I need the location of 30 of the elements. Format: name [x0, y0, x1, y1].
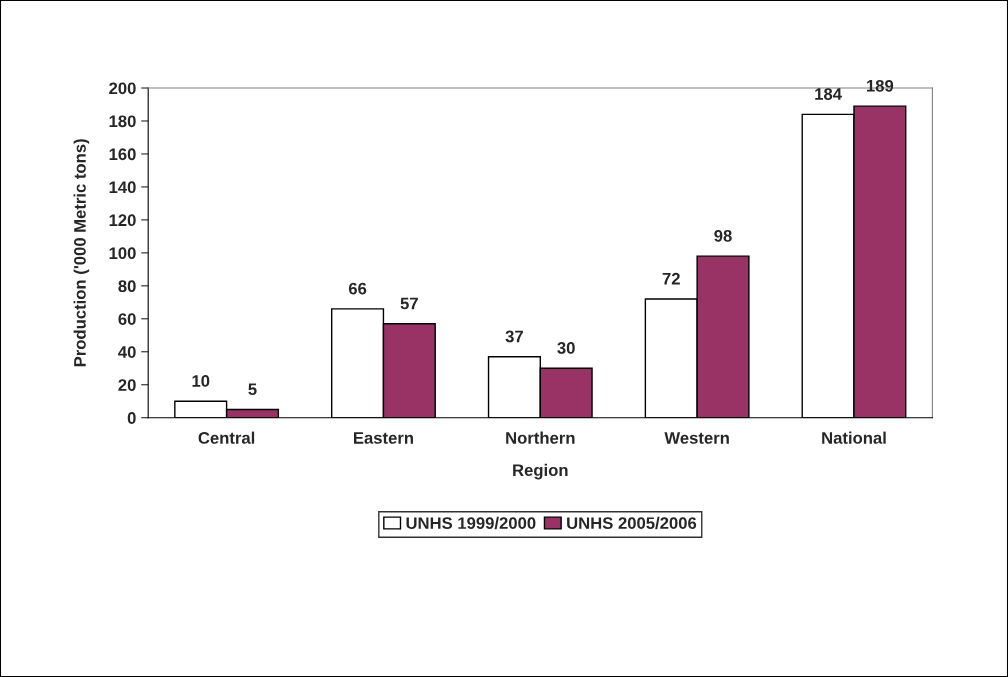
y-tick-label: 0 — [127, 412, 136, 424]
legend-label: UNHS 2005/2006 — [567, 516, 697, 530]
data-label: 184 — [815, 88, 842, 100]
y-tick-label: 160 — [109, 148, 136, 161]
data-label: 72 — [662, 272, 680, 285]
y-tick-label: 60 — [118, 313, 136, 325]
legend-label: UNHS 1999/2000 — [406, 516, 536, 530]
data-label: 30 — [557, 342, 575, 354]
data-label: 5 — [248, 383, 257, 396]
y-tick-label: 180 — [109, 115, 136, 128]
x-tick-label: Eastern — [353, 432, 413, 444]
data-label: 66 — [348, 282, 367, 295]
data-label: 57 — [400, 297, 418, 310]
x-axis-title: Region — [513, 463, 568, 480]
y-tick-label: 20 — [118, 379, 136, 391]
x-tick-label: National — [822, 431, 886, 444]
data-label: 189 — [867, 79, 894, 92]
y-tick-label: 140 — [109, 181, 136, 194]
x-tick-label: Central — [198, 431, 255, 444]
y-tick-label: 40 — [118, 346, 136, 358]
y-tick-label: 100 — [109, 247, 136, 260]
data-label: 98 — [714, 229, 732, 242]
x-tick-label: Northern — [506, 431, 575, 444]
data-label: 10 — [192, 375, 210, 387]
x-tick-label: Western — [664, 432, 729, 444]
y-axis-title: Production ('000 Metric tons) — [73, 139, 90, 367]
data-label: 37 — [505, 330, 523, 343]
y-tick-label: 80 — [118, 280, 136, 293]
y-tick-label: 120 — [109, 214, 136, 227]
y-tick-label: 200 — [109, 82, 136, 95]
